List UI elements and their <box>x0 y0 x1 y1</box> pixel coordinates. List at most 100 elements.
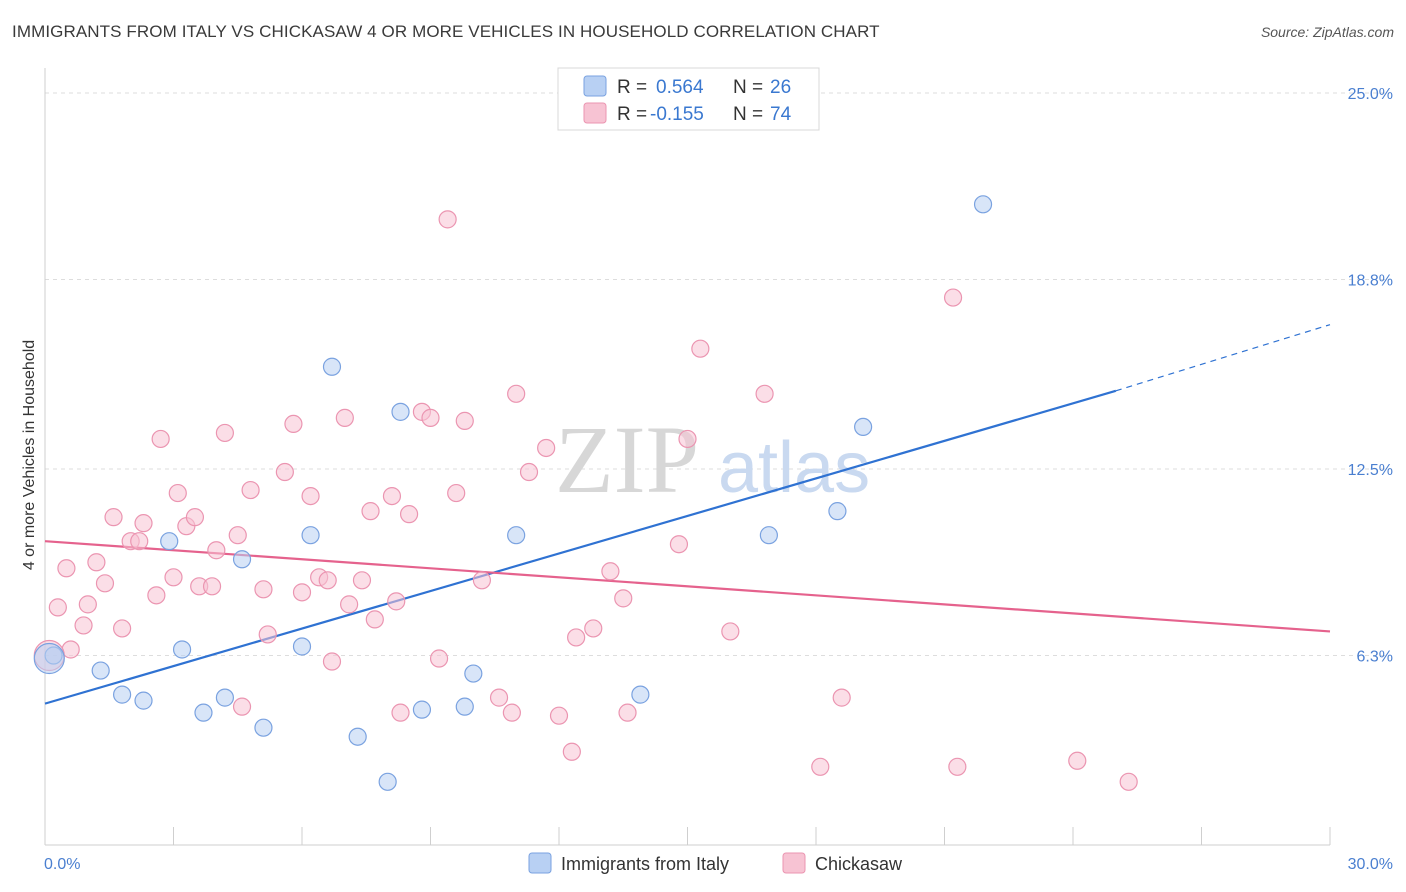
chickasaw-point <box>549 706 569 725</box>
chickasaw-point <box>1068 751 1087 770</box>
chickasaw-r-value: -0.155 <box>650 104 704 125</box>
chickasaw-point <box>241 480 260 500</box>
chickasaw-point <box>95 574 115 593</box>
chickasaw-swatch-icon <box>583 102 607 124</box>
chickasaw-point <box>134 514 153 533</box>
italy-point <box>134 691 153 710</box>
italy-point <box>33 642 65 675</box>
axes <box>44 68 1331 846</box>
italy-point <box>507 526 526 545</box>
chickasaw-point <box>232 697 252 716</box>
chickasaw-point <box>948 757 967 776</box>
chickasaw-point <box>151 429 170 449</box>
italy-trend-line <box>44 389 1117 705</box>
chickasaw-point <box>104 508 123 527</box>
chickasaw-point <box>57 559 76 578</box>
chickasaw-point <box>164 568 183 587</box>
data-points <box>33 195 1138 791</box>
chickasaw-point <box>202 577 222 596</box>
chickasaw-point <box>382 486 402 506</box>
chickasaw-point <box>78 595 97 614</box>
chickasaw-point <box>207 541 226 560</box>
legend-italy-icon <box>528 852 552 874</box>
chickasaw-point <box>455 411 474 430</box>
italy-point <box>172 640 192 659</box>
y-tick-label: 18.8% <box>1348 273 1393 290</box>
chickasaw-point <box>614 589 633 608</box>
gridlines <box>45 92 1390 657</box>
chickasaw-point <box>447 483 466 503</box>
chickasaw-point <box>472 571 491 590</box>
chickasaw-point <box>130 532 149 551</box>
italy-point <box>973 195 993 214</box>
italy-point <box>412 700 432 719</box>
italy-point <box>759 526 778 545</box>
chickasaw-point <box>438 210 457 229</box>
italy-point <box>378 772 397 791</box>
chickasaw-point <box>112 619 132 638</box>
chickasaw-point <box>168 483 187 503</box>
italy-point <box>292 637 312 656</box>
chickasaw-point <box>352 571 372 590</box>
italy-point <box>828 502 847 521</box>
chickasaw-point <box>567 628 586 647</box>
stats-legend: R = 0.564 N = 26 R = -0.155 N = 74 <box>557 67 820 131</box>
watermark-atlas: atlas <box>718 428 870 508</box>
chickasaw-point <box>318 571 337 590</box>
chickasaw-point <box>489 688 509 707</box>
chickasaw-point <box>832 688 851 707</box>
chickasaw-point <box>322 652 342 671</box>
chickasaw-point <box>1119 772 1138 791</box>
chickasaw-point <box>429 649 449 668</box>
chickasaw-point <box>361 502 380 521</box>
italy-point <box>464 664 483 683</box>
chickasaw-point <box>811 757 830 776</box>
legend-chickasaw-label: Chickasaw <box>815 854 903 874</box>
italy-point <box>232 550 252 569</box>
chickasaw-point <box>584 619 603 638</box>
chickasaw-point <box>721 622 740 641</box>
italy-point <box>160 532 179 551</box>
chickasaw-point <box>421 408 440 427</box>
italy-n-label: N = <box>733 77 763 98</box>
italy-point <box>348 727 367 746</box>
italy-point <box>91 661 110 680</box>
chart-title: IMMIGRANTS FROM ITALY VS CHICKASAW 4 OR … <box>12 22 880 41</box>
italy-point <box>254 718 273 737</box>
watermark-zip: ZIP <box>555 406 699 513</box>
chickasaw-n-label: N = <box>733 104 763 125</box>
italy-point <box>301 526 320 545</box>
italy-point <box>112 685 132 704</box>
italy-r-label: R = <box>617 77 647 98</box>
y-axis-label: 4 or more Vehicles in Household <box>21 340 38 570</box>
x-tick-label: 30.0% <box>1348 856 1393 873</box>
chart-source: Source: ZipAtlas.com <box>1260 24 1394 40</box>
italy-point <box>194 703 213 722</box>
chickasaw-n-value: 74 <box>770 104 792 125</box>
chickasaw-point <box>215 423 234 443</box>
tick-labels: 6.3% 12.5% 18.8% 25.0% 0.0% 30.0% <box>44 86 1393 873</box>
chickasaw-point <box>258 625 277 644</box>
chickasaw-point <box>185 508 205 527</box>
chickasaw-point <box>678 429 697 449</box>
y-tick-label: 12.5% <box>1348 462 1393 479</box>
legend-chickasaw-icon <box>782 852 806 874</box>
chickasaw-point <box>284 414 303 434</box>
italy-trend-extension <box>1115 324 1331 392</box>
chickasaw-trend-line <box>44 540 1331 633</box>
chickasaw-point <box>669 535 689 554</box>
chickasaw-r-label: R = <box>617 104 647 125</box>
chickasaw-point <box>275 462 294 482</box>
chickasaw-point <box>519 462 539 482</box>
chickasaw-point <box>755 384 774 403</box>
italy-point <box>215 688 234 707</box>
chickasaw-point <box>502 703 521 722</box>
chickasaw-point <box>74 616 93 635</box>
chickasaw-point <box>48 598 67 617</box>
chickasaw-point <box>292 583 312 602</box>
x-tick-label: 0.0% <box>44 856 80 873</box>
chickasaw-point <box>943 288 963 307</box>
italy-swatch-icon <box>583 75 607 97</box>
chickasaw-point <box>618 703 637 722</box>
chickasaw-point <box>365 610 384 629</box>
